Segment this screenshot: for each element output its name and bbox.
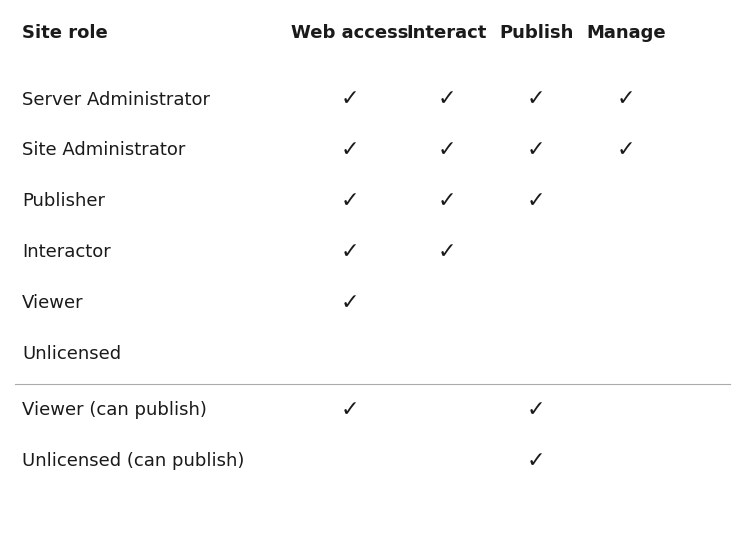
Text: ✓: ✓ <box>340 400 359 420</box>
Text: ✓: ✓ <box>340 140 359 160</box>
Text: ✓: ✓ <box>616 90 635 109</box>
Text: Viewer (can publish): Viewer (can publish) <box>22 401 207 419</box>
Text: ✓: ✓ <box>527 191 545 211</box>
Text: Server Administrator: Server Administrator <box>22 91 210 108</box>
Text: Interactor: Interactor <box>22 243 111 261</box>
Text: ✓: ✓ <box>527 140 545 160</box>
Text: ✓: ✓ <box>527 90 545 109</box>
Text: Unlicensed: Unlicensed <box>22 345 121 363</box>
Text: ✓: ✓ <box>340 242 359 262</box>
Text: ✓: ✓ <box>340 293 359 313</box>
Text: ✓: ✓ <box>340 90 359 109</box>
Text: Site Administrator: Site Administrator <box>22 142 186 159</box>
Text: Viewer: Viewer <box>22 294 84 312</box>
Text: ✓: ✓ <box>438 242 456 262</box>
Text: Interact: Interact <box>407 24 487 42</box>
Text: Unlicensed (can publish): Unlicensed (can publish) <box>22 452 244 469</box>
Text: ✓: ✓ <box>438 140 456 160</box>
Text: Web access: Web access <box>291 24 409 42</box>
Text: ✓: ✓ <box>616 140 635 160</box>
Text: ✓: ✓ <box>340 191 359 211</box>
Text: Manage: Manage <box>586 24 665 42</box>
Text: ✓: ✓ <box>438 90 456 109</box>
Text: ✓: ✓ <box>527 451 545 471</box>
Text: Publisher: Publisher <box>22 192 105 210</box>
Text: ✓: ✓ <box>438 191 456 211</box>
Text: Site role: Site role <box>22 24 108 42</box>
Text: ✓: ✓ <box>527 400 545 420</box>
Text: Publish: Publish <box>499 24 574 42</box>
